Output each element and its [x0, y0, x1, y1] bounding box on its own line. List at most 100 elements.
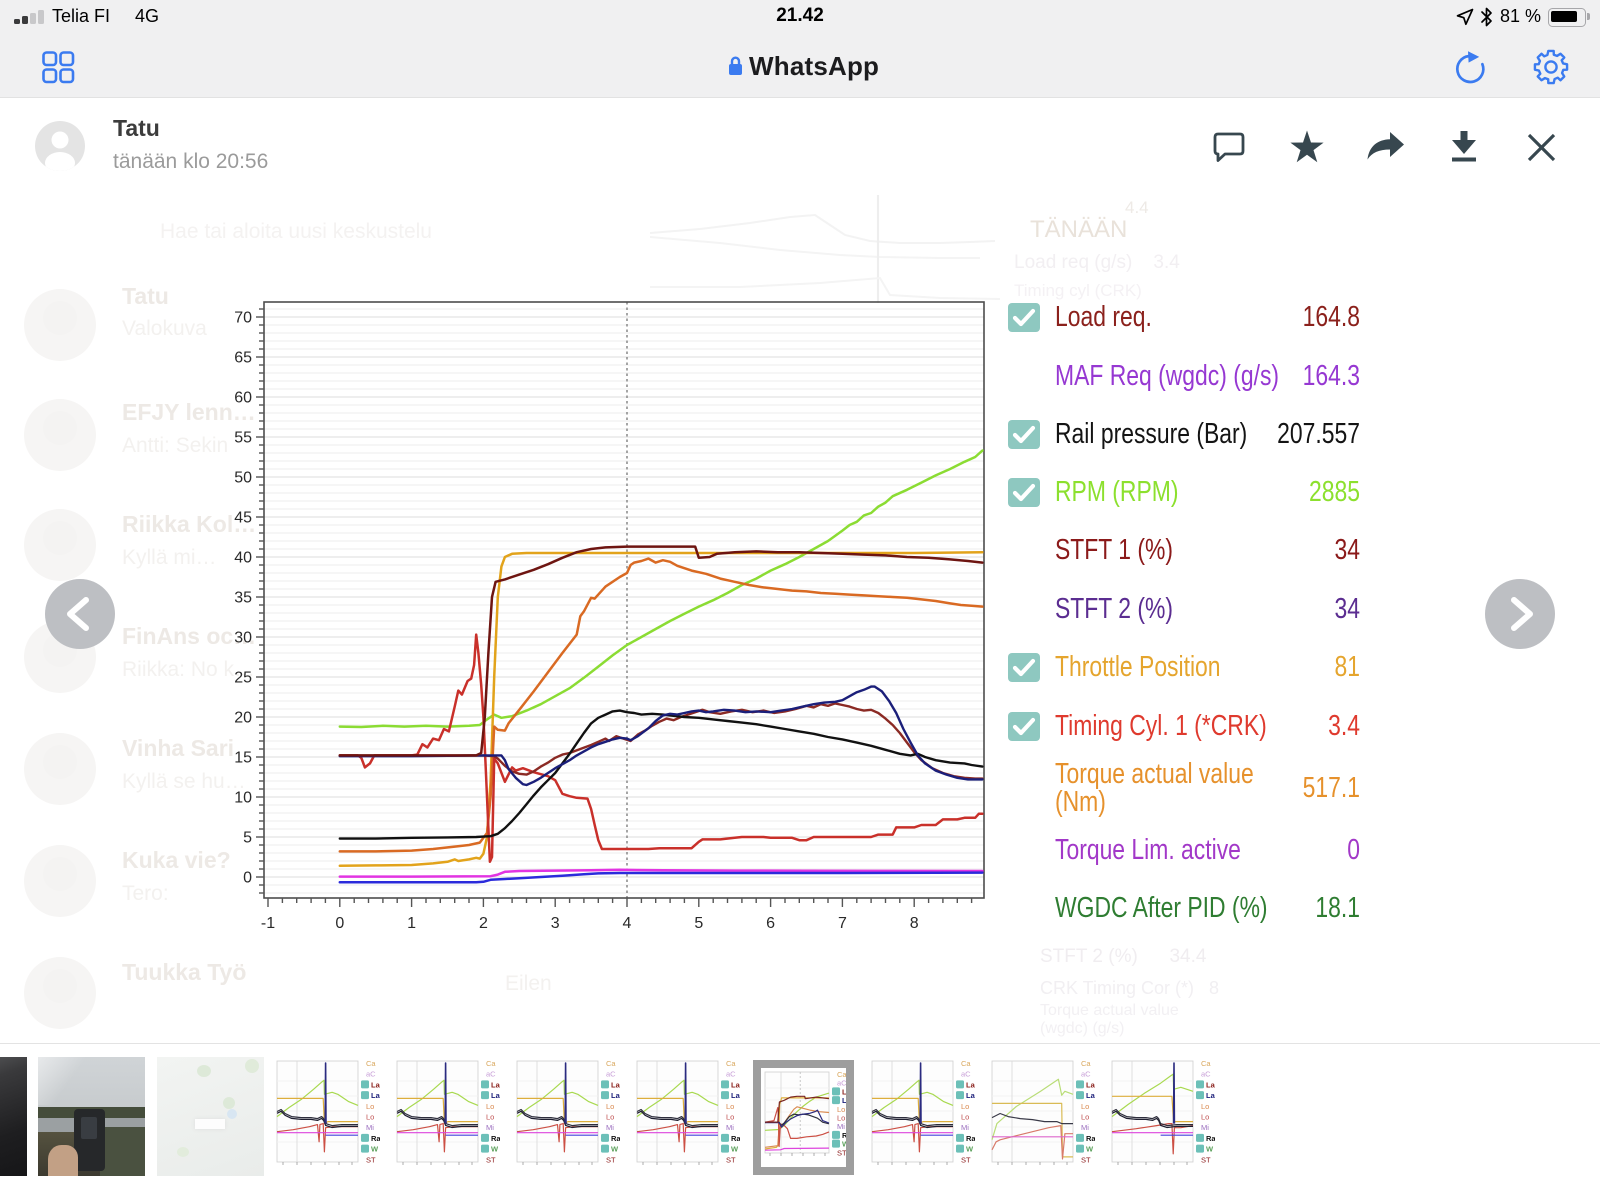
- svg-text:aC: aC: [837, 1079, 846, 1088]
- svg-text:Ra: Ra: [1206, 1134, 1215, 1143]
- svg-text:La: La: [371, 1091, 380, 1100]
- svg-text:ST: ST: [1081, 1155, 1091, 1164]
- svg-text:Lo: Lo: [486, 1102, 494, 1111]
- svg-text:La: La: [966, 1080, 975, 1089]
- svg-text:Mi: Mi: [1201, 1123, 1209, 1132]
- svg-text:La: La: [842, 1096, 846, 1105]
- svg-text:Ca: Ca: [606, 1059, 616, 1068]
- svg-text:ST: ST: [1201, 1155, 1211, 1164]
- svg-text:Lo: Lo: [726, 1113, 734, 1122]
- svg-text:Mi: Mi: [366, 1123, 374, 1132]
- svg-text:La: La: [966, 1091, 975, 1100]
- svg-text:Ra: Ra: [842, 1131, 846, 1140]
- svg-text:Lo: Lo: [726, 1102, 734, 1111]
- svg-text:La: La: [842, 1087, 846, 1096]
- svg-text:20: 20: [234, 710, 252, 727]
- svg-text:Ra: Ra: [731, 1134, 740, 1143]
- svg-text:ST: ST: [961, 1155, 971, 1164]
- svg-text:W: W: [842, 1140, 846, 1149]
- svg-text:La: La: [1086, 1080, 1095, 1089]
- svg-text:4: 4: [623, 915, 632, 932]
- svg-text:ST: ST: [837, 1148, 846, 1157]
- svg-text:ST: ST: [726, 1155, 736, 1164]
- svg-text:Ra: Ra: [1086, 1134, 1095, 1143]
- svg-text:La: La: [731, 1091, 740, 1100]
- svg-text:Lo: Lo: [366, 1102, 374, 1111]
- svg-text:5: 5: [243, 830, 252, 847]
- svg-text:Ra: Ra: [491, 1134, 500, 1143]
- svg-text:Mi: Mi: [606, 1123, 614, 1132]
- svg-text:aC: aC: [606, 1070, 616, 1079]
- svg-text:60: 60: [234, 390, 252, 407]
- svg-text:6: 6: [766, 915, 775, 932]
- svg-text:Lo: Lo: [837, 1114, 845, 1123]
- svg-text:65: 65: [234, 350, 252, 367]
- svg-text:55: 55: [234, 430, 252, 447]
- svg-text:1: 1: [407, 915, 416, 932]
- svg-text:50: 50: [234, 470, 252, 487]
- svg-text:7: 7: [838, 915, 847, 932]
- svg-text:Ra: Ra: [371, 1134, 380, 1143]
- svg-text:W: W: [611, 1145, 619, 1154]
- svg-text:aC: aC: [726, 1070, 736, 1079]
- svg-text:10: 10: [234, 790, 252, 807]
- svg-text:Ra: Ra: [966, 1134, 975, 1143]
- svg-text:La: La: [611, 1091, 620, 1100]
- svg-text:La: La: [1086, 1091, 1095, 1100]
- svg-text:Lo: Lo: [961, 1113, 969, 1122]
- svg-text:La: La: [491, 1091, 500, 1100]
- svg-text:15: 15: [234, 750, 252, 767]
- svg-text:70: 70: [234, 310, 252, 327]
- svg-text:ST: ST: [366, 1155, 376, 1164]
- svg-text:45: 45: [234, 510, 252, 527]
- svg-text:ST: ST: [606, 1155, 616, 1164]
- svg-text:Mi: Mi: [726, 1123, 734, 1132]
- svg-text:Lo: Lo: [606, 1113, 614, 1122]
- svg-text:8: 8: [910, 915, 919, 932]
- svg-text:Ca: Ca: [366, 1059, 376, 1068]
- svg-text:35: 35: [234, 590, 252, 607]
- svg-text:Lo: Lo: [1201, 1102, 1209, 1111]
- svg-text:Lo: Lo: [961, 1102, 969, 1111]
- svg-text:aC: aC: [366, 1070, 376, 1079]
- svg-text:W: W: [1206, 1145, 1214, 1154]
- svg-text:La: La: [371, 1080, 380, 1089]
- svg-text:W: W: [491, 1145, 499, 1154]
- svg-text:Ra: Ra: [611, 1134, 620, 1143]
- svg-text:Lo: Lo: [837, 1105, 845, 1114]
- svg-text:Mi: Mi: [1081, 1123, 1089, 1132]
- svg-text:25: 25: [234, 670, 252, 687]
- svg-text:W: W: [731, 1145, 739, 1154]
- svg-text:La: La: [1206, 1091, 1215, 1100]
- svg-text:Mi: Mi: [961, 1123, 969, 1132]
- svg-text:Lo: Lo: [1081, 1113, 1089, 1122]
- svg-text:Lo: Lo: [606, 1102, 614, 1111]
- svg-text:La: La: [731, 1080, 740, 1089]
- svg-text:Ca: Ca: [837, 1070, 846, 1079]
- svg-text:Ca: Ca: [1201, 1059, 1211, 1068]
- svg-text:Lo: Lo: [486, 1113, 494, 1122]
- svg-text:Lo: Lo: [1201, 1113, 1209, 1122]
- svg-text:aC: aC: [1081, 1070, 1091, 1079]
- svg-text:Ca: Ca: [961, 1059, 971, 1068]
- svg-text:Mi: Mi: [486, 1123, 494, 1132]
- svg-text:0: 0: [243, 870, 252, 887]
- svg-text:La: La: [611, 1080, 620, 1089]
- svg-text:Ca: Ca: [486, 1059, 496, 1068]
- svg-text:Ca: Ca: [726, 1059, 736, 1068]
- svg-text:W: W: [966, 1145, 974, 1154]
- svg-text:aC: aC: [961, 1070, 971, 1079]
- svg-text:La: La: [491, 1080, 500, 1089]
- svg-text:La: La: [1206, 1080, 1215, 1089]
- svg-text:2: 2: [479, 915, 488, 932]
- svg-text:0: 0: [335, 915, 344, 932]
- svg-text:Ca: Ca: [1081, 1059, 1091, 1068]
- svg-text:30: 30: [234, 630, 252, 647]
- svg-text:Lo: Lo: [1081, 1102, 1089, 1111]
- svg-text:5: 5: [694, 915, 703, 932]
- svg-text:aC: aC: [1201, 1070, 1211, 1079]
- svg-text:aC: aC: [486, 1070, 496, 1079]
- svg-text:W: W: [371, 1145, 379, 1154]
- svg-text:Mi: Mi: [837, 1122, 845, 1131]
- svg-text:40: 40: [234, 550, 252, 567]
